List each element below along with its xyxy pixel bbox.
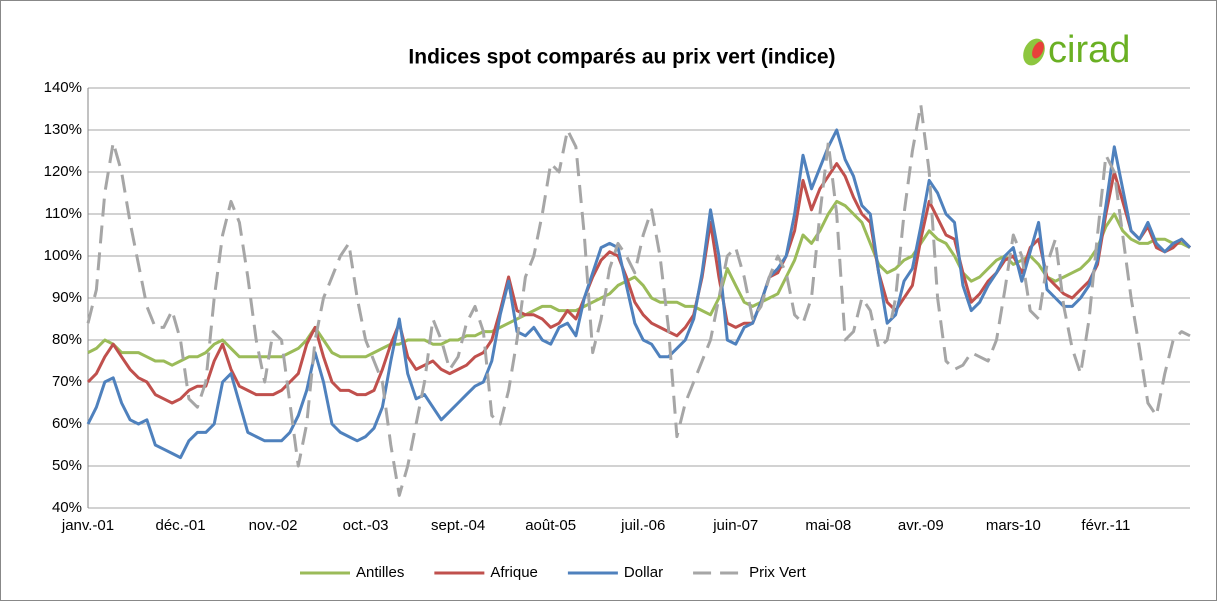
legend-label: Antilles	[356, 564, 404, 581]
y-tick-label: 140%	[44, 79, 82, 96]
series-line	[87, 199, 1191, 367]
y-tick-label: 40%	[52, 499, 82, 516]
x-tick-label: févr.-11	[1081, 517, 1130, 534]
logo: cirad	[1023, 29, 1130, 71]
legend-label: Prix Vert	[749, 564, 807, 581]
y-tick-label: 100%	[44, 247, 82, 264]
x-tick-label: nov.-02	[249, 517, 298, 534]
x-tick-label: mai-08	[805, 517, 851, 534]
y-tick-label: 130%	[44, 121, 82, 138]
logo-leaf-accent	[1032, 41, 1044, 59]
x-tick-label: août-05	[525, 517, 576, 534]
x-tick-label: mars-10	[986, 517, 1041, 534]
y-tick-label: 120%	[44, 163, 82, 180]
y-tick-label: 60%	[52, 415, 82, 432]
y-tick-label: 70%	[52, 373, 82, 390]
x-tick-label: juin-07	[712, 517, 758, 534]
y-tick-label: 50%	[52, 457, 82, 474]
series-line	[86, 103, 1191, 497]
chart-title: Indices spot comparés au prix vert (indi…	[408, 46, 835, 69]
x-tick-label: juil.-06	[620, 517, 665, 534]
x-tick-label: sept.-04	[431, 517, 485, 534]
y-tick-label: 80%	[52, 331, 82, 348]
legend-label: Dollar	[624, 564, 663, 581]
series-line	[86, 128, 1192, 460]
logo-text: cirad	[1048, 29, 1130, 71]
x-tick-label: oct.-03	[343, 517, 389, 534]
legend-label: Afrique	[490, 564, 538, 581]
x-tick-label: avr.-09	[898, 517, 944, 534]
x-tick-label: déc.-01	[156, 517, 206, 534]
x-tick-label: janv.-01	[61, 517, 114, 534]
y-tick-label: 110%	[45, 205, 82, 222]
series-line	[86, 162, 1192, 405]
y-tick-label: 90%	[52, 289, 82, 306]
